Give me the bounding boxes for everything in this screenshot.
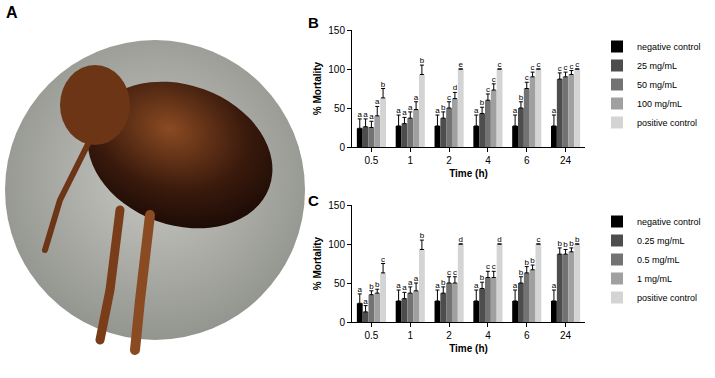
svg-text:a: a <box>414 93 419 102</box>
svg-text:b: b <box>480 273 485 282</box>
svg-text:a: a <box>408 278 413 287</box>
svg-text:0.5 mg/mL: 0.5 mg/mL <box>637 255 680 265</box>
svg-text:a: a <box>408 103 413 112</box>
svg-text:c: c <box>575 60 579 69</box>
svg-text:b: b <box>441 278 446 287</box>
svg-text:a: a <box>474 281 479 290</box>
svg-text:b: b <box>569 239 574 248</box>
svg-text:a: a <box>396 281 401 290</box>
svg-text:a: a <box>513 106 518 115</box>
svg-text:24: 24 <box>560 330 572 341</box>
svg-text:25 mg/mL: 25 mg/mL <box>637 61 677 71</box>
svg-text:b: b <box>558 239 563 248</box>
svg-text:a: a <box>513 281 518 290</box>
svg-text:50: 50 <box>334 278 346 289</box>
svg-text:0: 0 <box>339 142 345 153</box>
svg-text:b: b <box>530 256 535 265</box>
svg-text:24: 24 <box>560 155 572 166</box>
svg-text:a: a <box>402 283 407 292</box>
svg-text:c: c <box>498 60 502 69</box>
svg-text:B: B <box>308 14 319 31</box>
svg-text:a: a <box>375 97 380 106</box>
svg-text:100 mg/mL: 100 mg/mL <box>637 99 682 109</box>
svg-text:c: c <box>564 63 568 72</box>
svg-text:c: c <box>569 62 573 71</box>
svg-text:e: e <box>459 60 464 69</box>
svg-text:a: a <box>402 108 407 117</box>
svg-text:100: 100 <box>328 239 345 250</box>
svg-text:1: 1 <box>407 155 413 166</box>
svg-text:b: b <box>575 235 580 244</box>
svg-text:c: c <box>453 268 457 277</box>
svg-text:4: 4 <box>485 155 491 166</box>
svg-text:0: 0 <box>339 317 345 328</box>
svg-text:Time (h): Time (h) <box>449 343 488 354</box>
svg-text:b: b <box>420 231 425 240</box>
svg-text:6: 6 <box>524 330 530 341</box>
svg-text:c: c <box>381 255 385 264</box>
svg-text:% Mortality: % Mortality <box>312 236 323 290</box>
svg-text:100: 100 <box>328 64 345 75</box>
svg-text:c: c <box>536 60 540 69</box>
svg-text:c: c <box>492 262 496 271</box>
svg-text:0.5: 0.5 <box>364 330 378 341</box>
svg-text:positive control: positive control <box>637 118 697 128</box>
svg-text:a: a <box>358 285 363 294</box>
svg-text:0.25 mg/mL: 0.25 mg/mL <box>637 236 685 246</box>
svg-text:1 mg/mL: 1 mg/mL <box>637 274 672 284</box>
svg-text:Time (h): Time (h) <box>449 168 488 179</box>
svg-text:2: 2 <box>446 155 452 166</box>
svg-text:d: d <box>453 83 457 92</box>
svg-text:a: a <box>358 110 363 119</box>
svg-text:6: 6 <box>524 155 530 166</box>
svg-text:a: a <box>474 106 479 115</box>
svg-text:c: c <box>558 64 562 73</box>
svg-text:c: c <box>447 93 451 102</box>
svg-text:b: b <box>519 268 524 277</box>
svg-text:a: a <box>369 112 374 121</box>
svg-text:a: a <box>396 106 401 115</box>
svg-text:d: d <box>459 235 463 244</box>
svg-text:negative control: negative control <box>637 42 701 52</box>
svg-text:2: 2 <box>446 330 452 341</box>
svg-text:b: b <box>420 56 425 65</box>
svg-text:1: 1 <box>407 330 413 341</box>
html-text:A: A <box>6 4 18 21</box>
svg-text:a: a <box>363 110 368 119</box>
svg-text:% Mortality: % Mortality <box>312 61 323 115</box>
svg-text:c: c <box>486 85 490 94</box>
svg-text:b: b <box>381 80 386 89</box>
svg-text:c: c <box>531 63 535 72</box>
svg-text:50 mg/mL: 50 mg/mL <box>637 80 677 90</box>
svg-text:b: b <box>519 93 524 102</box>
svg-text:positive control: positive control <box>637 293 697 303</box>
svg-text:c: c <box>525 73 529 82</box>
svg-text:negative control: negative control <box>637 217 701 227</box>
svg-text:c: c <box>536 235 540 244</box>
svg-text:a: a <box>435 281 440 290</box>
svg-text:50: 50 <box>334 103 346 114</box>
svg-text:C: C <box>308 192 319 209</box>
svg-text:b: b <box>441 103 446 112</box>
svg-text:b: b <box>563 240 568 249</box>
svg-text:150: 150 <box>328 200 345 211</box>
svg-text:a: a <box>552 281 557 290</box>
svg-text:a: a <box>414 274 419 283</box>
svg-text:c: c <box>447 268 451 277</box>
svg-text:0.5: 0.5 <box>364 155 378 166</box>
svg-text:c: c <box>492 75 496 84</box>
svg-text:a: a <box>435 106 440 115</box>
svg-text:b: b <box>375 280 380 289</box>
svg-text:4: 4 <box>485 330 491 341</box>
svg-text:a: a <box>363 297 368 306</box>
svg-text:150: 150 <box>328 25 345 36</box>
svg-text:b: b <box>369 282 374 291</box>
svg-text:a: a <box>552 106 557 115</box>
svg-text:d: d <box>497 235 501 244</box>
svg-text:c: c <box>486 262 490 271</box>
svg-text:b: b <box>525 258 530 267</box>
svg-text:b: b <box>480 98 485 107</box>
